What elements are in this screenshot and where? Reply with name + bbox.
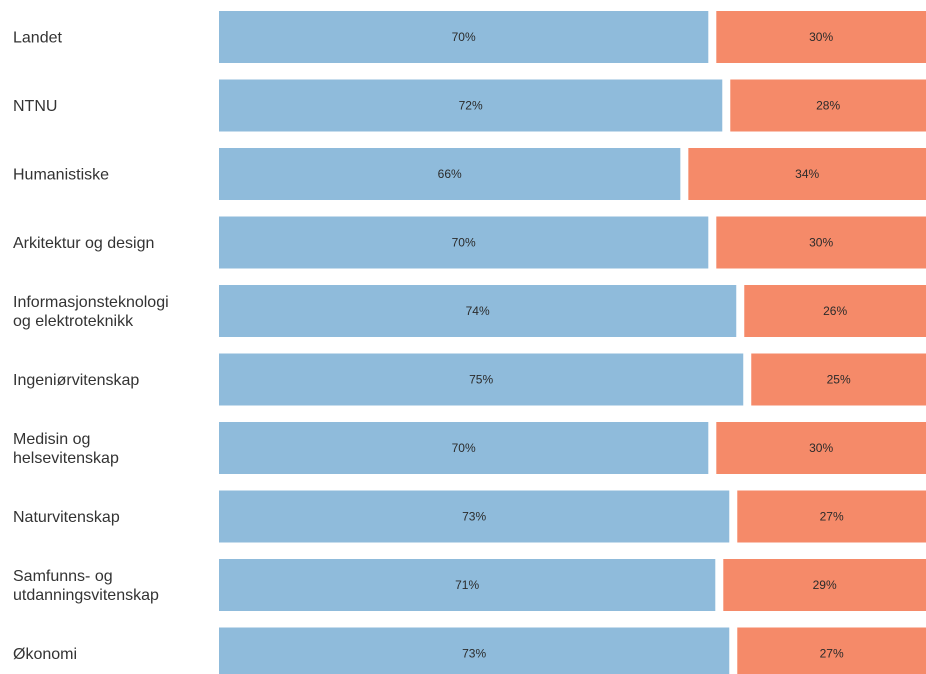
data-label: 71% <box>455 578 479 592</box>
data-label: 28% <box>816 99 840 113</box>
data-label: 29% <box>813 578 837 592</box>
category-label: Informasjonsteknologi <box>13 294 169 311</box>
data-label: 73% <box>462 647 486 661</box>
data-label: 73% <box>462 510 486 524</box>
bar-segment-1 <box>219 216 709 269</box>
bar-segment-2 <box>737 490 926 543</box>
bar-segment-2 <box>730 79 926 132</box>
data-label: 30% <box>809 236 833 250</box>
bar-segment-2 <box>688 148 926 200</box>
data-label: 34% <box>795 167 819 181</box>
bar-segment-1 <box>219 148 681 200</box>
category-label: Medisin og <box>13 431 90 448</box>
bar-row: Ingeniørvitenskap 75% 25% <box>13 353 926 406</box>
data-label: 30% <box>809 30 833 44</box>
bar-row: Landet 70% 30% <box>13 11 926 63</box>
bar-row: Økonomi 73% 27% <box>13 627 926 674</box>
bar-segment-2 <box>737 627 926 674</box>
category-label: NTNU <box>13 98 57 115</box>
category-label: Naturvitenskap <box>13 509 120 526</box>
bar-row: Arkitektur og design 70% 30% <box>13 216 926 269</box>
bar-segment-1 <box>219 11 709 63</box>
data-label: 70% <box>452 441 476 455</box>
data-label: 27% <box>820 510 844 524</box>
bar-segment-1 <box>219 422 709 474</box>
category-label: Samfunns- og <box>13 568 113 585</box>
data-label: 25% <box>827 373 851 387</box>
data-label: 74% <box>466 304 490 318</box>
bar-row: NTNU 72% 28% <box>13 79 926 132</box>
bar-segment-2 <box>723 559 926 611</box>
data-label: 75% <box>469 373 493 387</box>
bar-segment-1 <box>219 79 723 132</box>
data-label: 72% <box>459 99 483 113</box>
bar-segment-1 <box>219 559 716 611</box>
data-label: 66% <box>438 167 462 181</box>
bar-row: Samfunns- og utdanningsvitenskap 71% 29% <box>13 559 926 611</box>
bar-segment-2 <box>716 422 926 474</box>
category-label: Arkitektur og design <box>13 235 154 252</box>
data-label: 26% <box>823 304 847 318</box>
bar-row: Informasjonsteknologi og elektroteknikk 74… <box>13 285 926 337</box>
category-label: helsevitenskap <box>13 450 119 467</box>
data-label: 30% <box>809 441 833 455</box>
bar-segment-1 <box>219 490 730 543</box>
data-label: 27% <box>820 647 844 661</box>
category-label: Ingeniørvitenskap <box>13 372 139 389</box>
bar-segment-1 <box>219 353 744 406</box>
category-label: og elektroteknikk <box>13 313 134 330</box>
category-label: Landet <box>13 30 62 47</box>
category-label: utdanningsvitenskap <box>13 587 159 604</box>
category-label: Humanistiske <box>13 167 109 184</box>
bar-row: Medisin og helsevitenskap 70% 30% <box>13 422 926 474</box>
bar-segment-1 <box>219 285 737 337</box>
bar-segment-2 <box>744 285 926 337</box>
bar-segment-2 <box>751 353 926 406</box>
bar-segment-2 <box>716 11 926 63</box>
data-label: 70% <box>452 30 476 44</box>
data-label: 70% <box>452 236 476 250</box>
bar-segment-2 <box>716 216 926 269</box>
bar-row: Naturvitenskap 73% 27% <box>13 490 926 543</box>
category-label: Økonomi <box>13 646 77 663</box>
bar-segment-1 <box>219 627 730 674</box>
bar-row: Humanistiske 66% 34% <box>13 148 926 200</box>
